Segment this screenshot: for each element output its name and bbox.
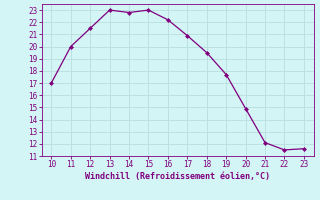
X-axis label: Windchill (Refroidissement éolien,°C): Windchill (Refroidissement éolien,°C): [85, 172, 270, 181]
